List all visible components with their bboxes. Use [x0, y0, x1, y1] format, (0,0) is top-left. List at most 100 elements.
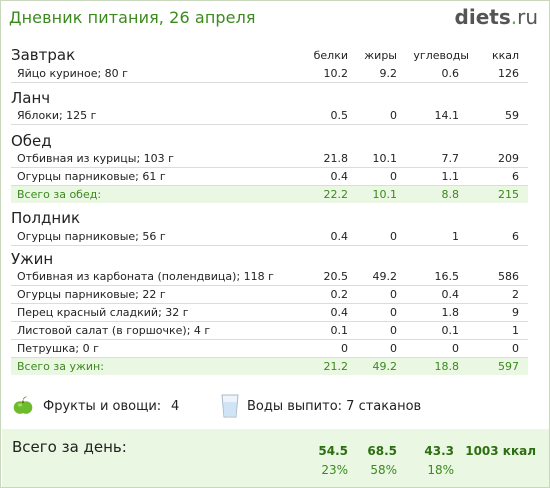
food-protein: 21.8 [323, 152, 349, 165]
col-fat-header: жиры [364, 49, 397, 62]
food-kcal: 6 [512, 230, 519, 243]
meal-total-label: Всего за ужин: [17, 360, 104, 373]
food-name: Отбивная из карбоната (полендвица); 118 … [17, 270, 274, 283]
food-kcal: 2 [512, 288, 519, 301]
site-logo[interactable]: diets.ru [455, 5, 538, 29]
food-name: Листовой салат (в горшочке); 4 г [17, 324, 211, 337]
food-name: Перец красный сладкий; 32 г [17, 306, 189, 319]
food-protein: 10.2 [323, 67, 349, 80]
food-kcal: 209 [498, 152, 519, 165]
food-name: Огурцы парниковые; 61 г [17, 170, 166, 183]
water-label: Воды выпито: 7 стаканов [247, 399, 422, 414]
meal-title-snack: Полдник [11, 209, 81, 227]
food-kcal: 0 [512, 342, 519, 355]
food-row: Яйцо куриное; 80 г 10.2 9.2 0.6 126 [11, 65, 528, 83]
food-fat: 0 [390, 230, 397, 243]
total-kcal: 215 [498, 188, 519, 201]
food-row: Яблоки; 125 г 0.5 0 14.1 59 [11, 107, 528, 125]
food-name: Огурцы парниковые; 22 г [17, 288, 166, 301]
day-carbs-pct: 18% [427, 463, 454, 477]
fruit-count: 4 [171, 399, 180, 414]
total-protein: 22.2 [323, 188, 349, 201]
food-carbs: 16.5 [434, 270, 460, 283]
food-protein: 0.4 [330, 230, 349, 243]
food-kcal: 9 [512, 306, 519, 319]
food-fat: 10.1 [372, 152, 398, 165]
day-carbs: 43.3 [424, 444, 454, 458]
food-row: Отбивная из карбоната (полендвица); 118 … [11, 268, 528, 286]
food-carbs: 1 [452, 230, 459, 243]
meal-total-row: Всего за ужин: 21.2 49.2 18.8 597 [11, 358, 528, 375]
day-fat-pct: 58% [370, 463, 397, 477]
food-protein: 0.5 [330, 109, 349, 122]
total-carbs: 18.8 [434, 360, 460, 373]
food-protein: 0.4 [330, 306, 349, 319]
food-name: Яблоки; 125 г [17, 109, 97, 122]
logo-main: diets [454, 5, 511, 29]
food-carbs: 0 [452, 342, 459, 355]
food-protein: 0.1 [330, 324, 349, 337]
food-row: Огурцы парниковые; 22 г 0.2 0 0.4 2 [11, 286, 528, 304]
food-row: Огурцы парниковые; 61 г 0.4 0 1.1 6 [11, 168, 528, 186]
meal-total-row: Всего за обед: 22.2 10.1 8.8 215 [11, 186, 528, 203]
food-kcal: 586 [498, 270, 519, 283]
food-row: Петрушка; 0 г 0 0 0 0 [11, 340, 528, 358]
extras-bar: Фрукты и овощи: 4 Воды выпито: 7 стакано… [11, 394, 531, 422]
day-kcal: 1003 ккал [465, 444, 536, 458]
food-kcal: 6 [512, 170, 519, 183]
day-total-label: Всего за день: [12, 438, 127, 456]
food-kcal: 126 [498, 67, 519, 80]
meal-title-supper: Ужин [11, 250, 54, 268]
food-fat: 0 [390, 288, 397, 301]
meal-title-lunch: Ланч [11, 89, 51, 107]
total-kcal: 597 [498, 360, 519, 373]
food-name: Отбивная из курицы; 103 г [17, 152, 174, 165]
food-fat: 0 [390, 342, 397, 355]
food-protein: 0.4 [330, 170, 349, 183]
food-carbs: 0.1 [441, 324, 460, 337]
food-row: Листовой салат (в горшочке); 4 г 0.1 0 0… [11, 322, 528, 340]
food-fat: 9.2 [379, 67, 398, 80]
food-fat: 0 [390, 109, 397, 122]
logo-dot: . [510, 5, 518, 29]
food-protein: 20.5 [323, 270, 349, 283]
food-row: Перец красный сладкий; 32 г 0.4 0 1.8 9 [11, 304, 528, 322]
total-fat: 49.2 [372, 360, 398, 373]
day-fat: 68.5 [367, 444, 397, 458]
food-fat: 49.2 [372, 270, 398, 283]
food-row: Отбивная из курицы; 103 г 21.8 10.1 7.7 … [11, 150, 528, 168]
col-protein-header: белки [313, 49, 348, 62]
total-protein: 21.2 [323, 360, 349, 373]
food-fat: 0 [390, 306, 397, 319]
col-carbs-header: углеводы [413, 49, 469, 62]
food-carbs: 1.8 [441, 306, 460, 319]
food-fat: 0 [390, 324, 397, 337]
day-protein-pct: 23% [321, 463, 348, 477]
food-name: Яйцо куриное; 80 г [17, 67, 128, 80]
day-total-panel: Всего за день: 54.5 68.5 43.3 1003 ккал … [2, 429, 549, 487]
food-kcal: 1 [512, 324, 519, 337]
water-glass-icon [221, 394, 239, 418]
food-carbs: 1.1 [441, 170, 460, 183]
food-carbs: 0.4 [441, 288, 460, 301]
food-name: Петрушка; 0 г [17, 342, 99, 355]
food-protein: 0 [341, 342, 348, 355]
food-name: Огурцы парниковые; 56 г [17, 230, 166, 243]
total-fat: 10.1 [372, 188, 398, 201]
header: Дневник питания, 26 апреля diets.ru [1, 1, 549, 33]
day-protein: 54.5 [318, 444, 348, 458]
meal-title-breakfast: Завтрак [11, 46, 76, 64]
food-carbs: 14.1 [434, 109, 460, 122]
apple-icon [13, 396, 33, 414]
logo-tld: ru [517, 5, 538, 29]
meal-title-dinner: Обед [11, 132, 52, 150]
food-row: Огурцы парниковые; 56 г 0.4 0 1 6 [11, 228, 528, 246]
col-kcal-header: ккал [491, 49, 519, 62]
total-carbs: 8.8 [441, 188, 460, 201]
page-title: Дневник питания, 26 апреля [9, 8, 256, 27]
fruit-label: Фрукты и овощи: [43, 399, 162, 414]
food-protein: 0.2 [330, 288, 349, 301]
meal-total-label: Всего за обед: [17, 188, 102, 201]
food-carbs: 7.7 [441, 152, 460, 165]
